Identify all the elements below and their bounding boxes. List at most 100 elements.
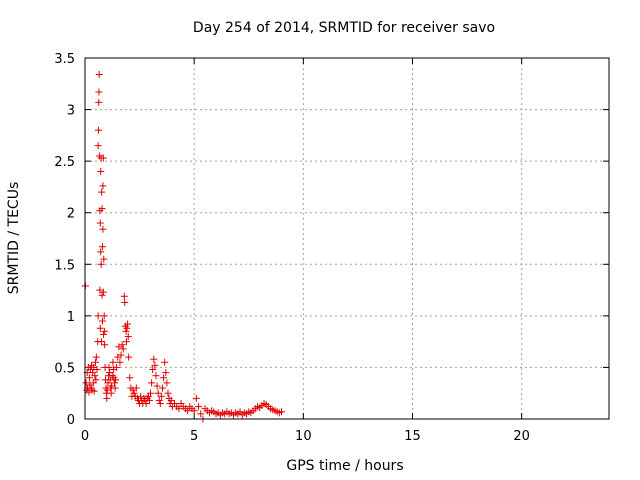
y-tick-label: 2 [67, 207, 75, 222]
data-point [93, 365, 101, 373]
data-point [116, 358, 124, 366]
data-point [132, 384, 140, 392]
x-tick-label: 0 [81, 429, 89, 444]
data-point [111, 384, 119, 392]
data-point [195, 403, 203, 411]
data-point [156, 400, 164, 408]
data-point [130, 389, 138, 397]
data-point [95, 126, 103, 134]
data-point [99, 288, 107, 296]
data-point [113, 363, 121, 371]
data-point [278, 408, 285, 416]
data-point [175, 405, 183, 413]
data-point [161, 358, 169, 366]
data-point [147, 389, 154, 397]
data-point [85, 374, 93, 382]
data-point [92, 353, 100, 361]
data-point [145, 396, 153, 404]
data-point [152, 372, 160, 380]
data-point [94, 142, 102, 150]
data-point [167, 396, 175, 404]
data-point [153, 382, 161, 390]
data-point [90, 387, 98, 395]
data-point [97, 260, 105, 268]
grid [85, 58, 609, 419]
data-point [100, 330, 108, 338]
data-point [101, 341, 109, 349]
data-point [142, 400, 150, 408]
data-point [99, 154, 107, 162]
data-point [110, 379, 118, 387]
data-point [164, 389, 172, 397]
data-point [98, 243, 106, 251]
x-tick-label: 10 [295, 429, 312, 444]
data-point [154, 389, 162, 397]
data-point [95, 88, 103, 96]
data-point [105, 369, 113, 377]
data-point [148, 379, 156, 387]
data-point [96, 324, 104, 332]
data-point [150, 355, 158, 363]
y-tick-label: 3 [67, 104, 75, 119]
data-point [126, 374, 134, 382]
data-point [99, 182, 107, 190]
data-point [91, 358, 99, 366]
data-point [103, 394, 111, 402]
data-point [125, 353, 133, 361]
data-point [95, 71, 103, 79]
data-point [98, 188, 106, 196]
y-tick-label: 1 [67, 310, 75, 325]
data-point [159, 384, 167, 392]
data-point [101, 327, 109, 335]
data-point [157, 392, 165, 400]
data-point [197, 410, 205, 418]
data-point [100, 312, 108, 320]
y-tick-label: 0.5 [54, 361, 75, 376]
data-point [192, 394, 200, 402]
data-point [184, 407, 192, 415]
data-point [109, 358, 117, 366]
ticks: 0 5 10 15 20 0 0.5 1 1.5 2 2.5 3 3.5 [54, 52, 609, 444]
x-tick-label: 5 [190, 429, 198, 444]
data-point [162, 369, 170, 377]
data-point [163, 379, 171, 387]
data-point [149, 365, 157, 373]
data-point [82, 379, 90, 387]
data-points [81, 71, 285, 423]
data-point [95, 98, 103, 106]
data-point [112, 376, 120, 384]
y-axis-label: SRMTID / TECUs [6, 182, 22, 295]
x-axis-label: GPS time / hours [286, 458, 403, 474]
y-tick-label: 3.5 [54, 52, 75, 67]
data-point [151, 361, 159, 369]
x-tick-label: 20 [513, 429, 530, 444]
data-point [97, 338, 105, 346]
data-point [155, 396, 163, 404]
data-point [100, 255, 108, 263]
data-point [190, 407, 198, 415]
y-tick-label: 0 [67, 413, 75, 428]
data-point [119, 345, 127, 353]
data-point [97, 167, 105, 175]
y-tick-label: 1.5 [54, 258, 75, 273]
data-point [121, 298, 129, 306]
data-point [118, 341, 126, 349]
data-point [122, 338, 130, 346]
data-point [160, 374, 168, 382]
data-point [97, 248, 105, 256]
data-point [99, 225, 107, 233]
data-point [124, 320, 132, 328]
data-point [98, 291, 106, 299]
plot-frame [84, 57, 610, 420]
data-point [107, 389, 115, 397]
data-point [122, 327, 130, 335]
data-point [124, 332, 132, 340]
x-tick-label: 15 [404, 429, 421, 444]
data-point [94, 312, 102, 320]
chart-title: Day 254 of 2014, SRMTID for receiver sav… [193, 20, 495, 36]
data-point [91, 372, 99, 380]
data-point [98, 317, 106, 325]
data-point [92, 376, 100, 384]
y-tick-label: 2.5 [54, 155, 75, 170]
